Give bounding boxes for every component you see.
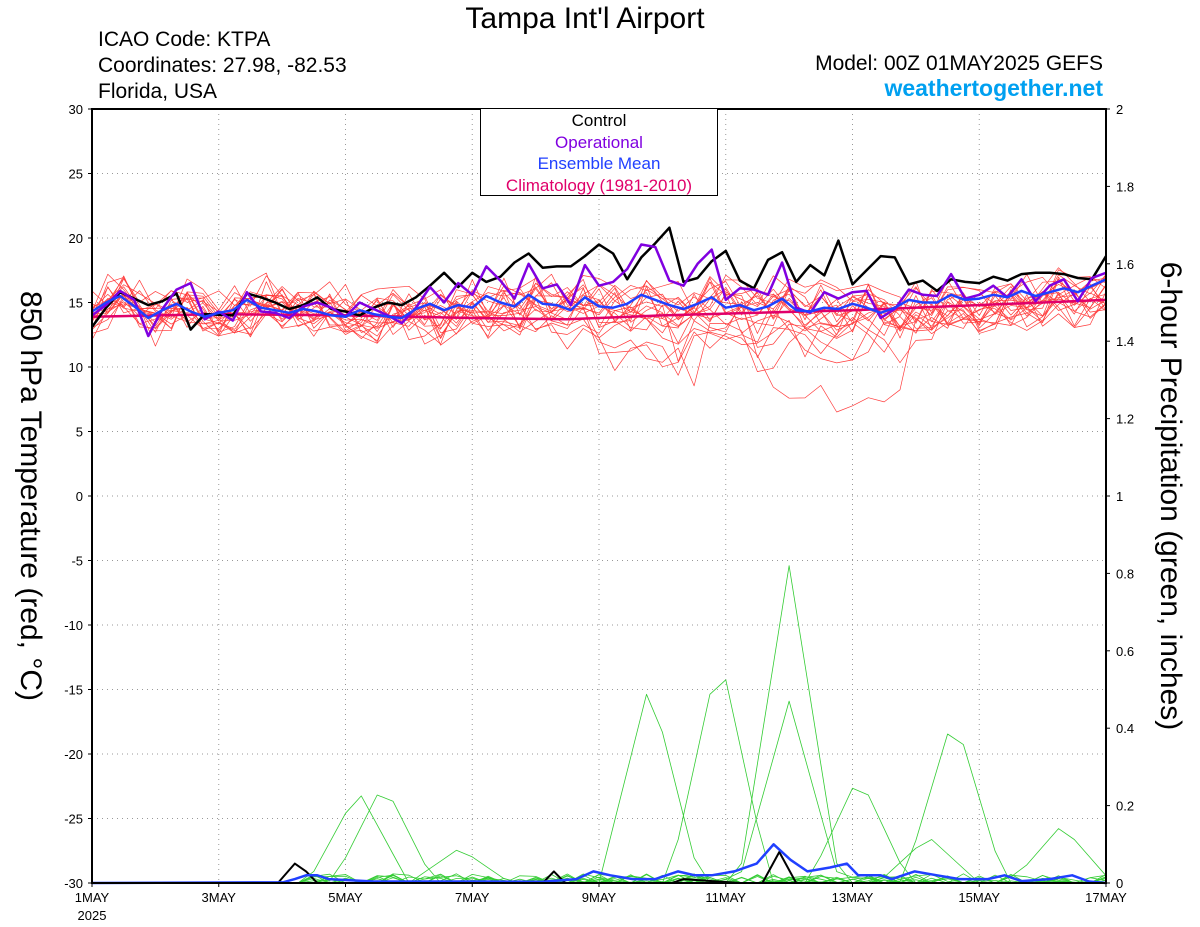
- grid-lines: [92, 109, 1106, 883]
- legend-control: Control: [571, 111, 627, 130]
- legend: Control Operational Ensemble Mean Climat…: [480, 108, 718, 196]
- y-tick-label: 5: [76, 425, 83, 440]
- operational-temperature-line: [91, 243, 1107, 338]
- plot-frame: [91, 108, 1107, 884]
- x-year-label: 2025: [78, 908, 107, 923]
- temperature-member-line: [91, 286, 1107, 376]
- y-tick-label: 30: [69, 102, 83, 117]
- y2-tick-label: 1.8: [1116, 179, 1134, 194]
- mean-temperature-line: [91, 278, 1107, 320]
- y2-tick-label: 1: [1116, 489, 1123, 504]
- y2-tick-label: 0.6: [1116, 644, 1134, 659]
- x-tick-label: 17MAY: [1085, 890, 1127, 905]
- y-tick-label: -30: [64, 876, 83, 891]
- y-tick-label: -5: [71, 554, 83, 569]
- temperature-member-line: [91, 281, 1107, 345]
- y2-tick-label: 2: [1116, 102, 1123, 117]
- y2-tick-label: 1.6: [1116, 257, 1134, 272]
- y-tick-label: 25: [69, 167, 83, 182]
- x-tick-label: 11MAY: [705, 890, 746, 905]
- y-tick-label: 15: [69, 296, 83, 311]
- precipitation-member-line: [92, 679, 1106, 884]
- precipitation-member-line: [92, 787, 1107, 884]
- precipitation-member-line: [92, 839, 1107, 884]
- icao-code: ICAO Code: KTPA: [98, 28, 271, 51]
- y-tick-label: 10: [69, 360, 83, 375]
- coordinates: Coordinates: 27.98, -82.53: [98, 54, 347, 77]
- x-tick-label: 3MAY: [202, 890, 237, 905]
- x-tick-label: 13MAY: [832, 890, 874, 905]
- legend-climatology: Climatology (1981-2010): [505, 175, 693, 195]
- y2-tick-label: 0.4: [1116, 721, 1134, 736]
- y2-tick-label: 0.2: [1116, 799, 1134, 814]
- y-tick-label: -25: [64, 812, 83, 827]
- y-tick-label: 0: [76, 489, 83, 504]
- precipitation-member-line: [92, 733, 1107, 884]
- temperature-member-line: [91, 284, 1107, 413]
- legend-mean: Ensemble Mean: [537, 154, 661, 173]
- y2-tick-label: 0: [1116, 876, 1123, 891]
- legend-operational: Operational: [555, 132, 643, 152]
- y-tick-label: -15: [64, 683, 83, 698]
- y2-tick-label: 1.4: [1116, 334, 1134, 349]
- y2-tick-label: 0.8: [1116, 566, 1134, 581]
- climatology-line: [91, 298, 1107, 321]
- y-tick-label: 20: [69, 231, 83, 246]
- y-tick-label: -10: [64, 618, 83, 633]
- axes: 302520151050-5-10-15-20-25-3021.81.61.41…: [64, 102, 1134, 923]
- x-tick-label: 5MAY: [328, 890, 363, 905]
- control-temperature-line: [90, 226, 1108, 331]
- y2-tick-label: 1.2: [1116, 412, 1134, 427]
- precipitation-member-line: [92, 700, 1107, 884]
- x-tick-label: 7MAY: [455, 890, 490, 905]
- x-tick-label: 15MAY: [958, 890, 1000, 905]
- mean-precipitation-line: [91, 843, 1107, 885]
- model-run: Model: 00Z 01MAY2025 GEFS: [815, 52, 1103, 75]
- x-tick-label: 1MAY: [75, 890, 110, 905]
- location: Florida, USA: [98, 80, 218, 103]
- chart-title: Tampa Int'l Airport: [465, 2, 705, 35]
- site-link[interactable]: weathertogether.net: [884, 75, 1103, 101]
- y-tick-label: -20: [64, 747, 83, 762]
- x-tick-label: 9MAY: [582, 890, 617, 905]
